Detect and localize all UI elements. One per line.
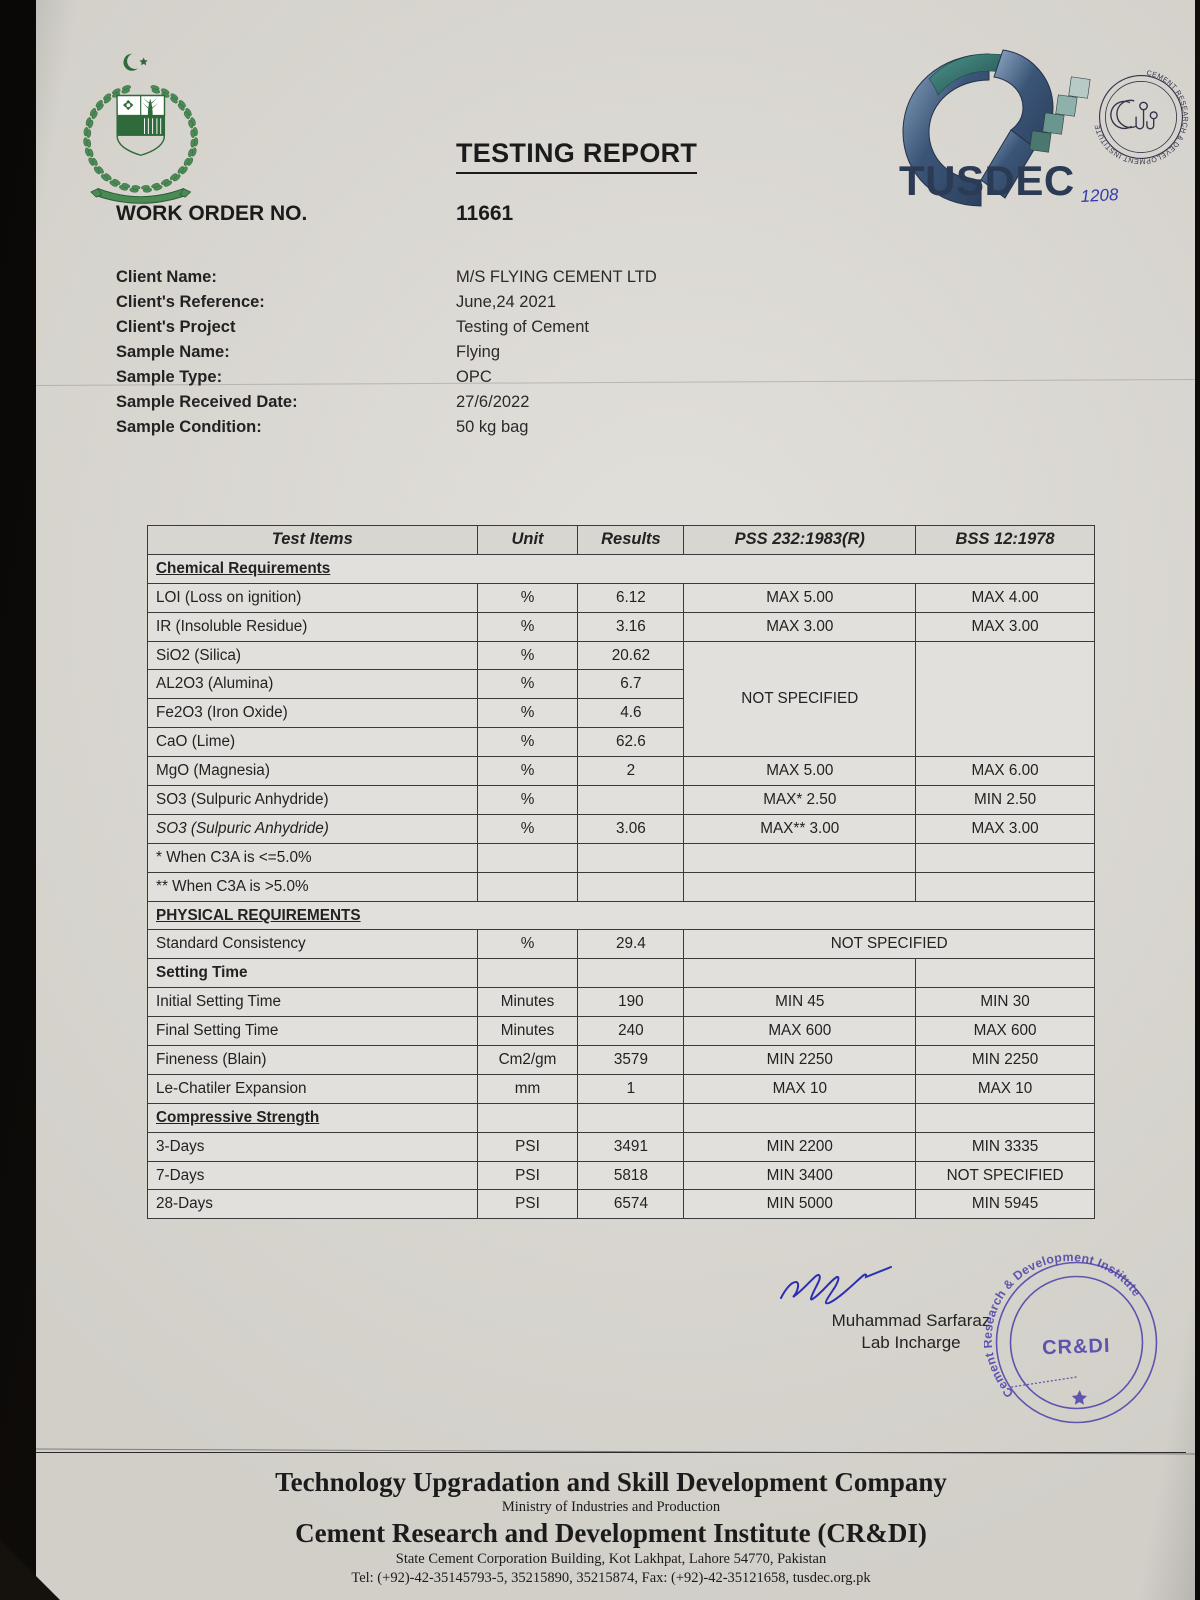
svg-text:1208: 1208 xyxy=(1080,185,1119,206)
svg-text:Cement Research & Development: Cement Research & Development Institute xyxy=(984,1250,1144,1400)
svg-text:CR&DI: CR&DI xyxy=(1042,1335,1111,1359)
svg-text:TUSDEC: TUSDEC xyxy=(899,157,1075,204)
svg-text:CEMENT RESEARCH & DEVELOPMENT: CEMENT RESEARCH & DEVELOPMENT INSTITUTE xyxy=(1094,70,1188,164)
